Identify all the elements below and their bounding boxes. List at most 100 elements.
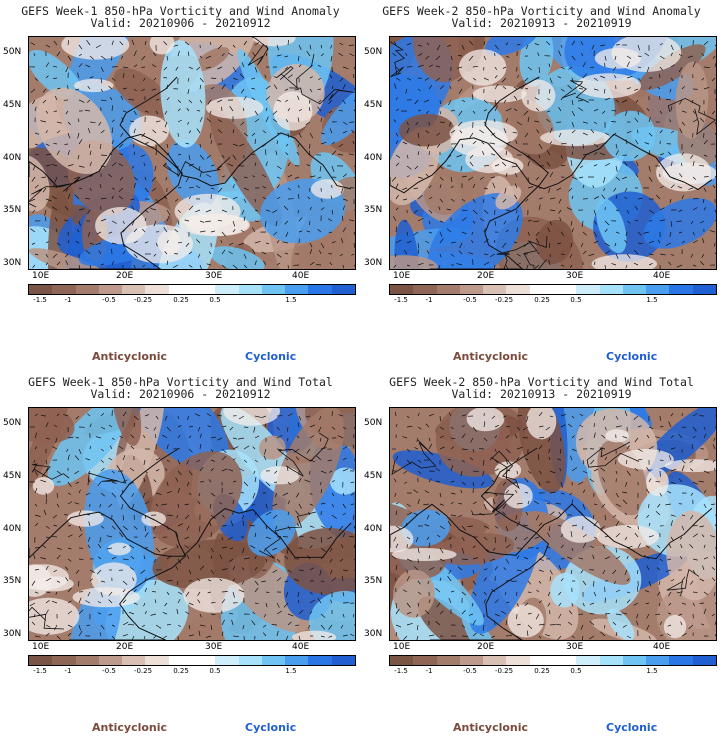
wind-vector [533, 220, 540, 223]
wind-vector [45, 565, 49, 571]
colorbar-label: -0.25 [133, 296, 153, 304]
wind-vector [502, 198, 507, 203]
wind-vector [417, 132, 420, 138]
wind-vector [714, 165, 716, 167]
wind-vector [701, 238, 705, 244]
wind-vector [614, 75, 617, 79]
wind-vector [624, 410, 628, 417]
wind-vector [144, 414, 150, 417]
wind-vector [132, 577, 135, 582]
neutral-region [472, 85, 527, 103]
wind-vector [438, 264, 441, 269]
wind-vector [446, 154, 452, 160]
wind-vector [342, 130, 348, 134]
wind-vector [538, 425, 544, 428]
wind-vector [558, 602, 562, 607]
wind-vector [502, 66, 507, 69]
wind-vector [545, 426, 551, 431]
wind-vector [97, 601, 102, 604]
wind-vector [549, 197, 556, 200]
wind-vector [626, 87, 632, 90]
vorticity-region [392, 450, 494, 489]
wind-vector [699, 578, 705, 582]
wind-vector [188, 196, 191, 200]
wind-vector [703, 139, 708, 145]
map-svg [390, 37, 716, 269]
wind-vector [712, 459, 716, 463]
wind-vector [604, 535, 609, 538]
wind-vector [285, 99, 289, 102]
wind-vector [670, 514, 676, 517]
wind-vector [45, 164, 51, 167]
wind-vector [502, 503, 507, 509]
longitude-label: 10E [393, 642, 411, 652]
wind-vector [714, 523, 716, 527]
wind-vector [100, 413, 105, 417]
wind-vector [406, 77, 412, 81]
wind-vector [593, 536, 597, 539]
wind-vector [692, 176, 697, 180]
wind-vector [163, 227, 168, 233]
wind-vector [611, 109, 617, 112]
wind-vector [448, 569, 452, 575]
wind-vector [199, 99, 203, 104]
wind-vector [128, 481, 135, 485]
wind-vector [111, 119, 115, 123]
wind-vector [690, 143, 694, 148]
wind-vector [241, 580, 245, 585]
wind-vector [516, 74, 520, 79]
wind-vector [527, 580, 532, 585]
wind-vector [78, 624, 81, 631]
neutral-region [560, 515, 601, 543]
wind-vector [85, 600, 91, 604]
wind-vector [626, 130, 632, 134]
wind-vector [75, 415, 80, 420]
vorticity-region [638, 44, 706, 91]
colorbar-label: -1.5 [33, 667, 47, 675]
wind-vector [515, 490, 518, 494]
wind-vector [242, 520, 245, 527]
wind-vector [536, 589, 540, 593]
wind-vector [265, 116, 269, 123]
vorticity-region [321, 77, 355, 146]
wind-vector [339, 558, 344, 562]
wind-vector [428, 64, 433, 68]
wind-vector [199, 230, 206, 233]
wind-vector [692, 197, 699, 200]
wind-vector [502, 481, 507, 486]
wind-vector [74, 470, 80, 475]
wind-vector [483, 421, 486, 428]
wind-vector [276, 196, 281, 200]
colorbar-swatch [145, 656, 169, 665]
wind-vector [659, 492, 662, 497]
wind-vector [33, 459, 36, 464]
wind-vector [243, 557, 250, 560]
wind-vector [711, 110, 716, 115]
wind-vector [86, 39, 91, 46]
wind-vector [472, 591, 477, 596]
wind-vector [604, 264, 606, 269]
wind-vector [471, 510, 474, 516]
wind-vector [699, 525, 705, 528]
wind-vector [307, 196, 311, 200]
wind-vector [199, 264, 202, 269]
wind-vector [655, 511, 661, 516]
wind-vector [472, 557, 479, 560]
wind-vector [350, 187, 355, 189]
wind-vector [450, 241, 456, 244]
wind-vector [582, 143, 584, 149]
wind-vector [298, 415, 302, 421]
wind-vector [109, 152, 113, 156]
wind-vector [692, 207, 698, 211]
wind-vector [276, 558, 281, 563]
wind-vector [601, 194, 606, 200]
wind-vector [403, 249, 408, 255]
wind-vector [97, 612, 102, 615]
wind-vector [285, 457, 289, 461]
wind-vector [648, 176, 653, 182]
wind-vector [118, 195, 124, 200]
colorbar-swatch [238, 285, 262, 294]
wind-vector [516, 602, 519, 607]
wind-vector [483, 599, 486, 604]
wind-vector [317, 176, 322, 179]
